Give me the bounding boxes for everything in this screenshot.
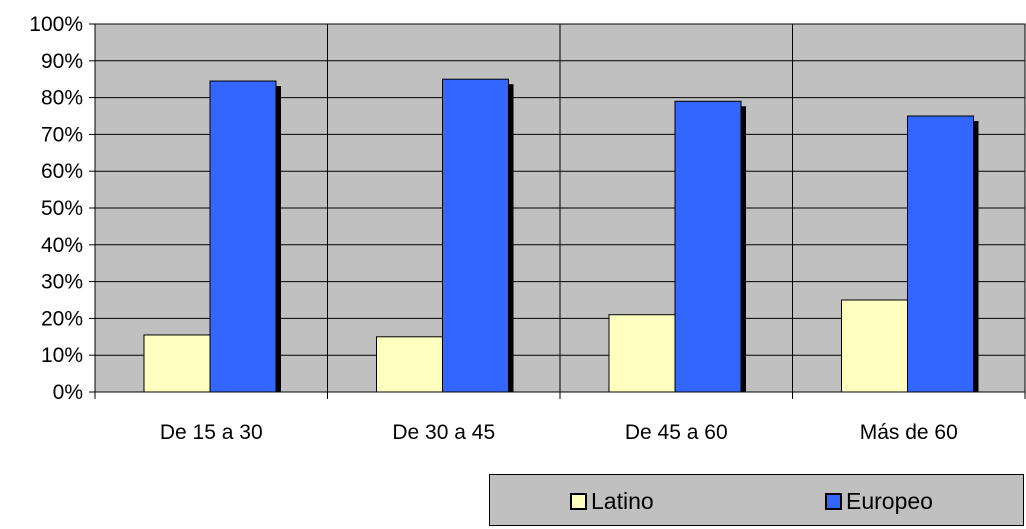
y-tick-label: 80% [41,87,83,110]
bar-chart: 0% 10% 20% 30% 40% 50% 60% 70% 80% 90% 100% De 15 … [29,13,1026,444]
legend-label-europeo: Europeo [846,488,933,514]
y-tick-label: 30% [41,271,83,294]
y-tick-label: 0% [53,381,83,404]
legend-swatch-latino [570,492,587,510]
y-tick-label: 50% [41,197,83,220]
y-tick-label: 60% [41,160,83,183]
bar-latino-2 [608,314,676,393]
legend-swatch-europeo [825,492,842,510]
bars [143,78,979,393]
y-tick-label: 100% [29,13,83,36]
bar-europeo-3 [907,115,974,393]
bar-europeo-0 [209,80,277,393]
y-tick-label: 90% [41,50,83,73]
y-tick-label: 20% [41,307,83,330]
y-axis: 0% 10% 20% 30% 40% 50% 60% 70% 80% 90% 100% [29,13,96,404]
x-category-label: De 45 a 60 [625,421,728,444]
bar-latino-0 [143,334,211,393]
x-category-label: De 30 a 45 [392,421,495,444]
bar-europeo-1 [442,78,509,393]
x-category-label: Más de 60 [860,421,958,444]
legend-item-europeo: Europeo [825,489,933,513]
y-tick-label: 10% [41,344,83,367]
y-tick-label: 40% [41,234,83,257]
bar-europeo-2 [674,100,742,393]
legend-label-latino: Latino [591,488,654,514]
legend-item-latino: Latino [570,489,654,513]
y-tick-label: 70% [41,123,83,146]
x-axis: De 15 a 30 De 30 a 45 De 45 a 60 Más de 60 [89,391,1026,444]
x-category-label: De 15 a 30 [160,421,263,444]
bar-latino-3 [841,299,908,393]
bar-latino-1 [376,336,443,393]
legend: Latino Europeo [489,474,1024,526]
